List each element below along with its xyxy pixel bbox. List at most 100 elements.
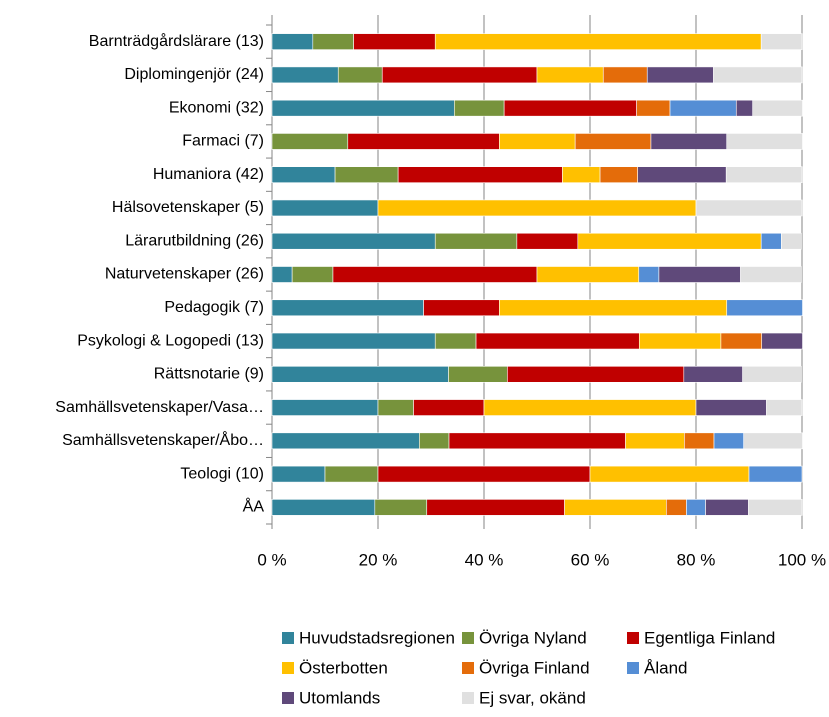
bar-segment [650, 133, 728, 150]
bar-segment [625, 432, 685, 450]
bar-segment [271, 133, 349, 150]
bar-segment [743, 432, 803, 450]
bar-segment [434, 332, 477, 350]
legend-label: Österbotten [299, 658, 388, 677]
bar-segment [761, 332, 803, 350]
bar-segment [725, 166, 803, 183]
bar-segment [536, 266, 640, 283]
legend-swatch [462, 632, 474, 644]
x-tick-label: 40 % [465, 550, 504, 569]
bar-segment [475, 332, 640, 350]
legend-label: Åland [644, 658, 687, 677]
bar-segment [638, 266, 660, 283]
legend-swatch [627, 662, 639, 674]
bar-segment [636, 99, 671, 117]
bar-segment [562, 166, 601, 183]
x-tick-label: 0 % [257, 550, 286, 569]
x-tick-label: 60 % [571, 550, 610, 569]
bar-segment [574, 133, 652, 150]
bar-segment [337, 66, 383, 84]
y-tick-label: ÅA [243, 497, 265, 516]
bar-segment [752, 99, 803, 117]
bar-segment [347, 133, 500, 150]
bar-segment [271, 399, 379, 416]
bar-segment [377, 399, 414, 416]
bar-segment [353, 33, 436, 50]
y-tick-label: Diplomingenjör (24) [124, 66, 264, 83]
bar-segment [589, 465, 750, 483]
legend-label: Ej svar, okänd [479, 688, 586, 707]
y-tick-label: Samhällsvetenskaper/Åbo… [62, 430, 264, 449]
y-tick-label: Teologi (10) [180, 465, 264, 482]
bar-segment [291, 266, 334, 283]
legend-swatch [282, 662, 294, 674]
bar-segment [720, 332, 763, 350]
legend-swatch [282, 632, 294, 644]
bar-segment [423, 299, 500, 317]
bar-segment [760, 33, 803, 50]
bar-segment [419, 432, 450, 450]
legend-swatch [462, 692, 474, 704]
bar-segment [271, 465, 326, 483]
bar-segment [381, 66, 538, 84]
bar-segment [577, 232, 762, 250]
bar-segment [637, 166, 727, 183]
bar-segment [536, 66, 604, 84]
bar-segment [726, 299, 803, 317]
bar-segment [742, 365, 802, 383]
y-tick-label: Lärarutbildning (26) [125, 232, 264, 249]
bar-segment [683, 365, 743, 383]
bar-segment [271, 432, 420, 450]
legend-swatch [627, 632, 639, 644]
legend-label: Övriga Finland [479, 658, 590, 677]
bar-segment [448, 432, 626, 450]
bar-segment [658, 266, 741, 283]
y-tick-label: Rättsnotarie (9) [154, 366, 264, 383]
bar-segment [503, 99, 637, 117]
bar-segment [760, 232, 782, 250]
legend-swatch [462, 662, 474, 674]
x-tick-label: 80 % [677, 550, 716, 569]
bar-segment [271, 332, 436, 350]
bar-segment [271, 299, 424, 317]
legend-label: Utomlands [299, 688, 380, 707]
bar-segment [713, 432, 745, 450]
bar-segment [695, 199, 803, 217]
bar-segment [334, 166, 399, 183]
bar-segment [748, 465, 803, 483]
bar-segment [434, 33, 762, 50]
bar-segment [705, 499, 749, 516]
y-tick-label: Naturvetenskaper (26) [105, 266, 264, 283]
bar-segment [454, 99, 505, 117]
x-tick-label: 20 % [359, 550, 398, 569]
y-tick-label: Ekonomi (32) [169, 99, 264, 116]
x-tick-label: 100 % [778, 550, 826, 569]
bar-segment [766, 399, 803, 416]
bar-segment [374, 499, 428, 516]
legend-label: Övriga Nyland [479, 628, 587, 647]
bar-segment [312, 33, 354, 50]
bar-segment [695, 399, 767, 416]
bar-segment [499, 299, 728, 317]
bar-segment [669, 99, 737, 117]
y-tick-label: Pedagogik (7) [164, 299, 264, 316]
bar-segment [377, 199, 697, 217]
y-tick-label: Samhällsvetenskaper/Vasa… [55, 399, 264, 416]
y-tick-label: Farmaci (7) [182, 133, 264, 150]
bar-segment [448, 365, 508, 383]
bar-segment [271, 365, 449, 383]
bar-segment [748, 499, 803, 516]
bar-segment [726, 133, 803, 150]
bar-segment [271, 232, 436, 250]
bar-segment [646, 66, 714, 84]
bar-segment [271, 499, 376, 516]
bar-segment [271, 166, 336, 183]
bar-segment [434, 232, 518, 250]
bar-segment [666, 499, 687, 516]
bar-segment [426, 499, 565, 516]
bar-segment [516, 232, 579, 250]
legend-label: Egentliga Finland [644, 628, 775, 647]
y-tick-label: Humaniora (42) [153, 166, 264, 183]
bar-segment [499, 133, 576, 150]
